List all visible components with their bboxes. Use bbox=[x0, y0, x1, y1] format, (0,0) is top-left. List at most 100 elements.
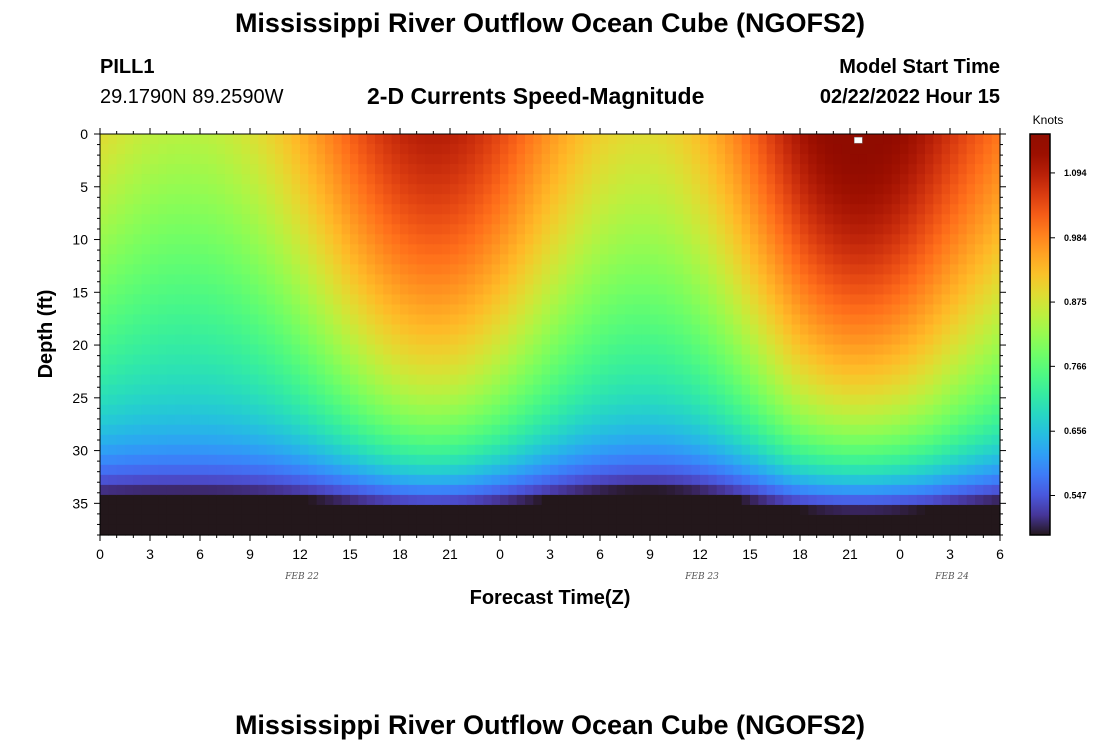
heatmap-cell bbox=[450, 284, 459, 296]
heatmap-cell bbox=[541, 164, 551, 175]
heatmap-cell bbox=[175, 164, 184, 175]
heatmap-cell bbox=[708, 174, 718, 185]
heatmap-cell bbox=[366, 474, 376, 486]
heatmap-cell bbox=[433, 304, 443, 316]
heatmap-cell bbox=[750, 214, 759, 225]
heatmap-cell bbox=[433, 184, 443, 195]
heatmap-cell bbox=[666, 404, 676, 416]
heatmap-cell bbox=[483, 464, 493, 476]
heatmap-cell bbox=[891, 334, 901, 346]
heatmap-cell bbox=[716, 404, 726, 416]
heatmap-cell bbox=[425, 154, 434, 165]
heatmap-cell bbox=[816, 354, 826, 366]
heatmap-cell bbox=[191, 434, 201, 446]
heatmap-cell bbox=[966, 194, 976, 205]
heatmap-cell bbox=[400, 214, 409, 225]
heatmap-cell bbox=[133, 204, 143, 215]
heatmap-cell bbox=[475, 344, 484, 356]
heatmap-cell bbox=[441, 154, 451, 165]
heatmap-cell bbox=[308, 204, 318, 215]
heatmap-cell bbox=[183, 214, 193, 225]
heatmap-cell bbox=[733, 424, 743, 436]
heatmap-cell bbox=[550, 444, 559, 456]
heatmap-cell bbox=[433, 254, 443, 265]
heatmap-cell bbox=[575, 484, 584, 496]
heatmap-cell bbox=[366, 244, 376, 255]
heatmap-cell bbox=[433, 334, 443, 346]
heatmap-cell bbox=[425, 364, 434, 376]
heatmap-cell bbox=[541, 244, 551, 255]
heatmap-cell bbox=[225, 444, 234, 456]
heatmap-cell bbox=[991, 484, 1001, 496]
heatmap-cell bbox=[441, 444, 451, 456]
heatmap-cell bbox=[883, 204, 893, 215]
heatmap-cell bbox=[516, 444, 526, 456]
heatmap-cell bbox=[466, 304, 476, 316]
heatmap-cell bbox=[641, 364, 651, 376]
heatmap-cell bbox=[100, 424, 109, 436]
heatmap-cell bbox=[933, 494, 943, 506]
heatmap-cell bbox=[441, 374, 451, 386]
heatmap-cell bbox=[833, 364, 843, 376]
heatmap-cell bbox=[266, 484, 276, 496]
heatmap-cell bbox=[383, 134, 393, 145]
heatmap-cell bbox=[991, 364, 1001, 376]
heatmap-cell bbox=[208, 504, 218, 516]
heatmap-cell bbox=[108, 324, 118, 336]
heatmap-cell bbox=[683, 514, 693, 526]
heatmap-cell bbox=[291, 164, 301, 175]
heatmap-cell bbox=[291, 454, 301, 466]
heatmap-cell bbox=[100, 334, 109, 346]
heatmap-cell bbox=[216, 454, 226, 466]
heatmap-cell bbox=[566, 424, 576, 436]
heatmap-cell bbox=[950, 254, 959, 265]
heatmap-cell bbox=[416, 494, 426, 506]
heatmap-cell bbox=[316, 334, 326, 346]
heatmap-cell bbox=[108, 314, 118, 326]
heatmap-cell bbox=[183, 434, 193, 446]
heatmap-cell bbox=[141, 254, 151, 265]
heatmap-cell bbox=[450, 294, 459, 306]
heatmap-cell bbox=[725, 214, 734, 225]
heatmap-cell bbox=[550, 514, 559, 526]
heatmap-cell bbox=[733, 254, 743, 265]
heatmap-cell bbox=[116, 224, 126, 235]
heatmap-cell bbox=[433, 144, 443, 155]
heatmap-cell bbox=[633, 224, 643, 235]
heatmap-cell bbox=[625, 274, 634, 285]
heatmap-cell bbox=[775, 234, 784, 245]
heatmap-cell bbox=[766, 284, 776, 296]
heatmap-cell bbox=[808, 474, 818, 486]
heatmap-cell bbox=[383, 234, 393, 245]
heatmap-cell bbox=[108, 474, 118, 486]
heatmap-cell bbox=[450, 134, 459, 145]
heatmap-cell bbox=[391, 264, 401, 275]
heatmap-cell bbox=[491, 414, 501, 426]
heatmap-cell bbox=[425, 254, 434, 265]
heatmap-cell bbox=[900, 224, 909, 235]
heatmap-cell bbox=[875, 284, 884, 296]
heatmap-cell bbox=[625, 204, 634, 215]
heatmap-cell bbox=[541, 444, 551, 456]
heatmap-cell bbox=[416, 344, 426, 356]
heatmap-cell bbox=[616, 434, 626, 446]
heatmap-cell bbox=[116, 194, 126, 205]
heatmap-cell bbox=[533, 474, 543, 486]
heatmap-cell bbox=[933, 294, 943, 306]
heatmap-cell bbox=[125, 504, 134, 516]
heatmap-cell bbox=[658, 454, 668, 466]
heatmap-cell bbox=[491, 254, 501, 265]
heatmap-cell bbox=[625, 164, 634, 175]
heatmap-cell bbox=[691, 354, 701, 366]
heatmap-cell bbox=[600, 514, 609, 526]
heatmap-cell bbox=[100, 164, 109, 175]
heatmap-cell bbox=[325, 364, 334, 376]
heatmap-cell bbox=[741, 144, 751, 155]
heatmap-cell bbox=[450, 364, 459, 376]
heatmap-cell bbox=[758, 174, 768, 185]
heatmap-cell bbox=[966, 484, 976, 496]
heatmap-cell bbox=[916, 384, 926, 396]
heatmap-cell bbox=[441, 214, 451, 225]
heatmap-cell bbox=[425, 164, 434, 175]
heatmap-cell bbox=[441, 164, 451, 175]
